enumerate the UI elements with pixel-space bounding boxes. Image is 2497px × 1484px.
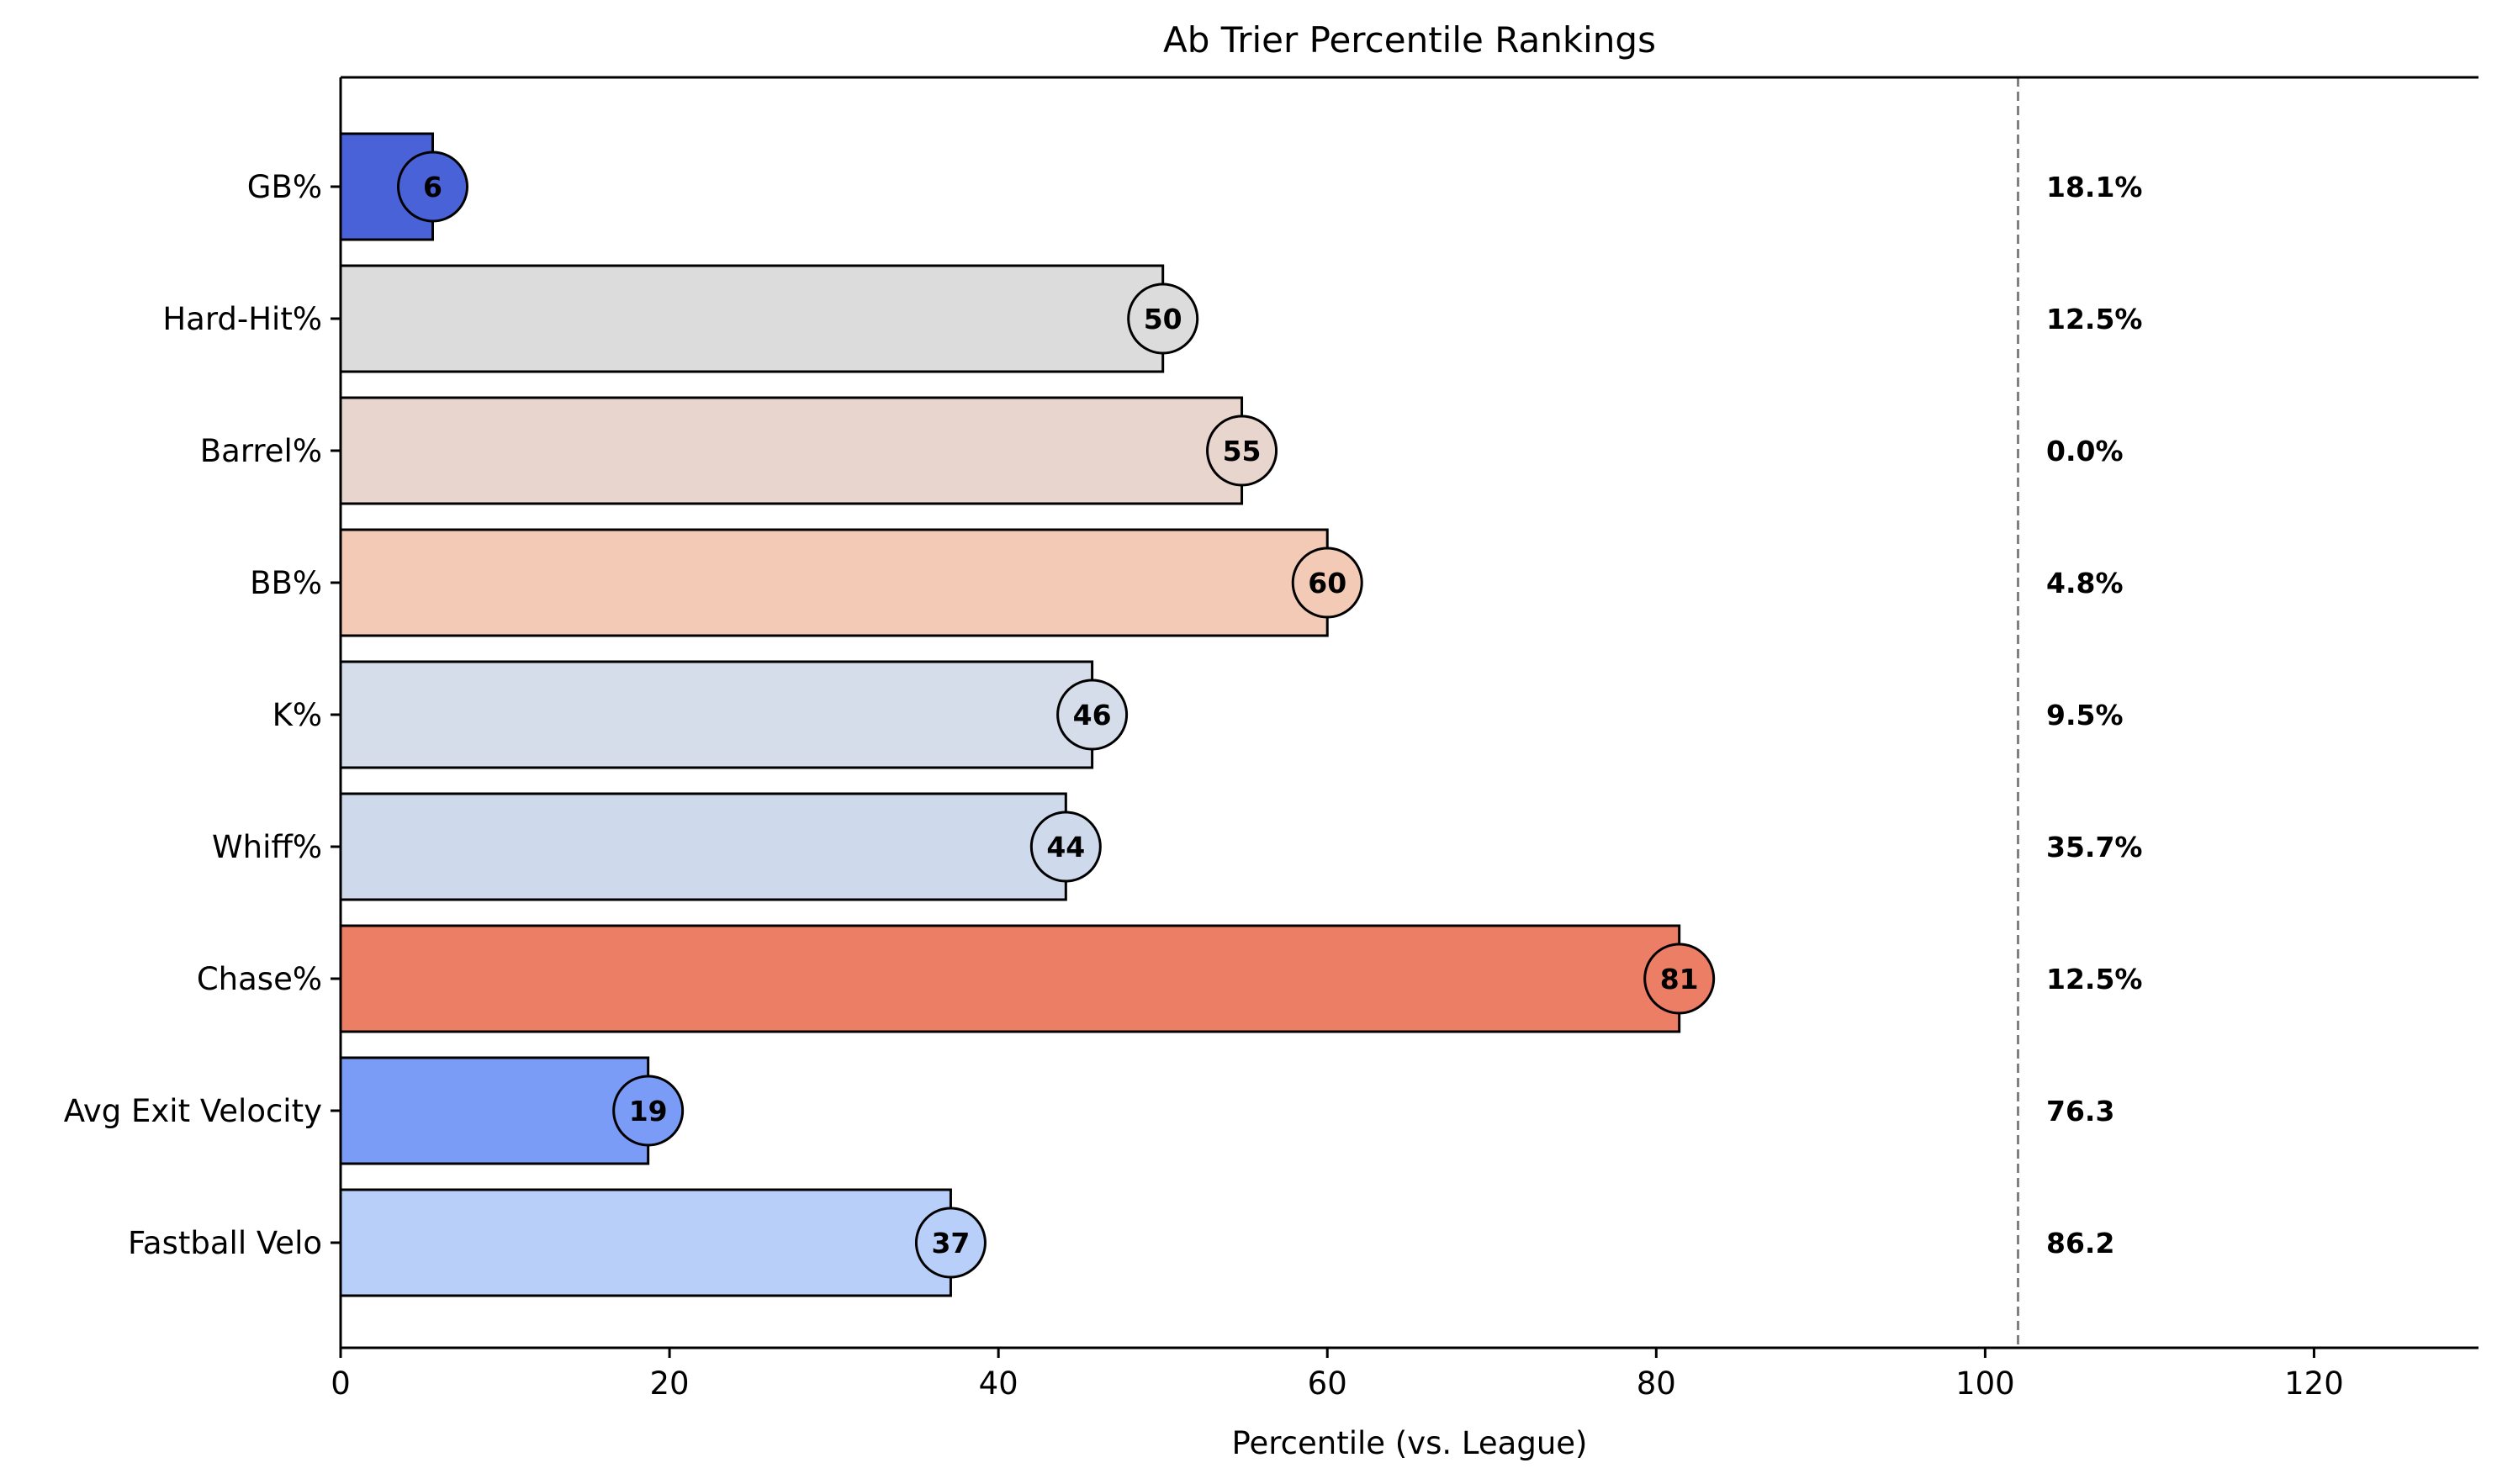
category-label: Fastball Velo bbox=[128, 1225, 322, 1261]
stat-value-label: 35.7% bbox=[2046, 831, 2143, 863]
stat-value-label: 12.5% bbox=[2046, 303, 2143, 335]
bar bbox=[339, 264, 1165, 373]
chart-title: Ab Trier Percentile Rankings bbox=[1163, 19, 1656, 61]
stat-value-label: 4.8% bbox=[2046, 567, 2124, 599]
percentile-marker bbox=[914, 1207, 987, 1279]
bar bbox=[339, 792, 1067, 901]
category-label: GB% bbox=[247, 169, 322, 205]
percentile-label: 37 bbox=[931, 1227, 970, 1260]
percentile-label: 44 bbox=[1046, 831, 1085, 863]
category-label: Barrel% bbox=[200, 433, 322, 469]
bar bbox=[339, 1056, 650, 1165]
percentile-label: 6 bbox=[423, 171, 442, 203]
percentile-marker bbox=[1029, 811, 1102, 883]
bar bbox=[339, 396, 1244, 505]
x-tick-label: 120 bbox=[2284, 1365, 2344, 1402]
bar bbox=[339, 924, 1681, 1033]
axes-group: GB% Hard-Hit% Barrel% BB% K% Whiff% Chase% Avg … bbox=[64, 76, 2478, 1402]
category-label: BB% bbox=[250, 565, 322, 601]
bar bbox=[339, 1188, 952, 1297]
percentile-marker bbox=[612, 1075, 685, 1147]
bar bbox=[339, 660, 1094, 769]
x-tick-label: 0 bbox=[331, 1365, 351, 1402]
x-tick-label: 40 bbox=[979, 1365, 1018, 1402]
category-label: Chase% bbox=[197, 961, 322, 997]
x-tick-label: 80 bbox=[1637, 1365, 1676, 1402]
stat-value-label: 76.3 bbox=[2046, 1095, 2114, 1128]
x-axis-label: Percentile (vs. League) bbox=[1232, 1425, 1588, 1461]
stat-value-label: 86.2 bbox=[2046, 1227, 2114, 1260]
stat-value-label: 0.0% bbox=[2046, 435, 2124, 467]
percentile-marker bbox=[1643, 943, 1716, 1015]
x-tick-label: 60 bbox=[1308, 1365, 1347, 1402]
category-label: K% bbox=[272, 697, 322, 733]
category-label: Hard-Hit% bbox=[162, 301, 322, 337]
percentile-label: 81 bbox=[1660, 963, 1699, 995]
x-tick-label: 100 bbox=[1955, 1365, 2015, 1402]
percentile-marker bbox=[397, 151, 469, 223]
stat-value-label: 12.5% bbox=[2046, 963, 2143, 995]
percentile-label: 19 bbox=[629, 1095, 668, 1128]
percentile-marker bbox=[1127, 283, 1199, 355]
category-label: Whiff% bbox=[212, 829, 322, 865]
stat-value-label: 18.1% bbox=[2046, 171, 2143, 203]
x-tick-label: 20 bbox=[650, 1365, 690, 1402]
bars-group: 6 18.1% 50 12.5% 55 0.0% 60 4.8% 46 9.5% 44 35.7% 81… bbox=[339, 77, 2143, 1348]
stat-value-label: 9.5% bbox=[2046, 699, 2124, 731]
percentile-marker bbox=[1056, 679, 1129, 751]
percentile-label: 60 bbox=[1308, 567, 1346, 599]
percentile-label: 50 bbox=[1144, 303, 1182, 335]
percentile-marker bbox=[1206, 415, 1278, 487]
bar bbox=[339, 528, 1329, 637]
category-label: Avg Exit Velocity bbox=[64, 1093, 322, 1129]
percentile-label: 46 bbox=[1073, 699, 1112, 731]
percentile-label: 55 bbox=[1223, 435, 1262, 467]
percentile-marker bbox=[1291, 547, 1363, 619]
